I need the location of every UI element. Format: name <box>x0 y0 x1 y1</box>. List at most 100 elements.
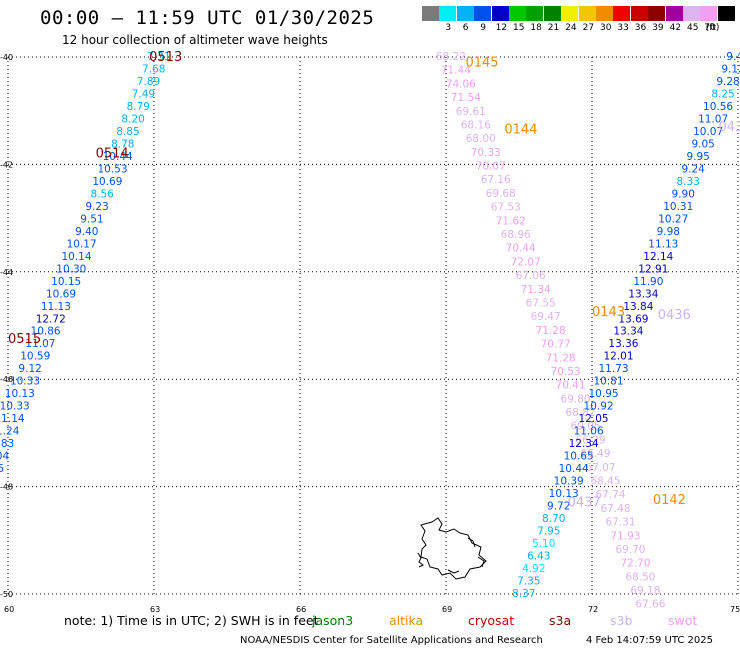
map-title: 00:00 — 11:59 UTC 01/30/2025 <box>40 7 375 29</box>
wave-height-value: 71.34 <box>521 284 551 296</box>
wave-height-value: 10.30 <box>56 263 86 275</box>
wave-height-value: 10.95 <box>589 388 619 400</box>
wave-height-value: 10.69 <box>46 288 76 300</box>
lon-tick-label: 69 <box>442 605 452 614</box>
colorbar-tick-label: 24 <box>565 23 577 33</box>
wave-height-value: 70.33 <box>471 147 501 159</box>
wave-height-value: 9.23 <box>85 201 108 213</box>
colorbar-tick-label: 45 <box>687 23 699 33</box>
wave-height-value: 11.06 <box>574 426 604 438</box>
wave-height-value: 69.68 <box>486 188 516 200</box>
footer-credit: NOAA/NESDIS Center for Satellite Applica… <box>240 635 543 646</box>
wave-height-value: 13.84 <box>623 301 653 313</box>
wave-height-value: 9.28 <box>716 76 739 88</box>
colorbar-swatch <box>474 6 492 21</box>
colorbar-swatch <box>648 6 666 21</box>
wave-height-value: 8.33 <box>677 176 700 188</box>
lat-tick-label: -50 <box>0 590 13 599</box>
legend-item-cryosat: cryosat <box>468 613 515 628</box>
wave-height-value: 68.82 <box>566 407 596 419</box>
wave-height-value: 68.00 <box>466 133 496 145</box>
wave-height-value: 68.22 <box>436 51 466 63</box>
colorbar-swatch <box>717 6 735 21</box>
graticule-grid <box>7 56 739 595</box>
colorbar-unit: (ft) <box>705 23 720 33</box>
lat-tick-label: -48 <box>0 483 13 492</box>
wave-height-value: 9.95 <box>686 151 709 163</box>
wave-height-value: 10.81 <box>593 376 623 388</box>
map-subtitle: 12 hour collection of altimeter wave hei… <box>62 33 328 47</box>
colorbar-tick-label: 70 <box>704 23 716 33</box>
wave-height-value: 71.28 <box>546 352 576 364</box>
wave-height-value: 9.51 <box>80 213 103 225</box>
wave-height-value: 71.62 <box>496 215 526 227</box>
colorbar-swatch <box>526 6 544 21</box>
wave-height-value: 5.10 <box>532 538 555 550</box>
colorbar-swatch <box>665 6 683 21</box>
wave-height-value: 11.24 <box>0 426 20 438</box>
pass-labels: 0513051405150516014501440143014204360435… <box>8 50 740 511</box>
wave-height-value: 13.34 <box>613 326 643 338</box>
wave-height-value: 7.89 <box>137 76 160 88</box>
wave-height-value: 10.44 <box>559 463 589 475</box>
colorbar-tick-label: 36 <box>634 23 647 33</box>
wave-height-value: 69.18 <box>630 585 660 597</box>
colorbar-tick-label: 42 <box>669 23 682 33</box>
wave-height-value: 10.39 <box>554 476 584 488</box>
island-outline <box>447 537 485 574</box>
wave-height-value: 9.05 <box>691 138 714 150</box>
wave-height-value: 9.12 <box>721 63 740 75</box>
wave-height-value: 7.95 <box>537 526 560 538</box>
wave-height-value: 12.14 <box>643 251 673 263</box>
wave-height-value: 10.13 <box>5 388 35 400</box>
colorbar-tick-label: 9 <box>480 23 486 33</box>
wave-height-value: 7.35 <box>517 576 540 588</box>
wave-height-value: 10.17 <box>67 238 97 250</box>
wave-height-value: 9.24 <box>681 163 705 175</box>
lon-tick-label: 63 <box>150 605 160 614</box>
wave-height-value: 13.36 <box>608 338 638 350</box>
axis-ticks: -40 -42 -44 -46 -48 -50 60 63 66 69 72 75 <box>0 53 740 614</box>
wave-height-value: 13.69 <box>618 313 648 325</box>
wave-height-value: 71.54 <box>451 92 481 104</box>
lon-tick-label: 72 <box>588 605 598 614</box>
wave-height-value: 11.07 <box>698 113 728 125</box>
wave-height-value: 4.92 <box>522 563 545 575</box>
colorbar-swatch <box>578 6 596 21</box>
wave-height-value: 67.07 <box>585 462 615 474</box>
colorbar-tick-label: 21 <box>547 23 560 33</box>
wave-height-value: 12.05 <box>579 413 609 425</box>
wave-height-value: 10.16 <box>0 463 4 475</box>
wave-height-value: 6.43 <box>527 551 550 563</box>
lon-tick-label: 75 <box>730 605 740 614</box>
wave-height-value: 66.49 <box>580 448 610 460</box>
kerguelen-island-outline <box>417 517 487 580</box>
wave-height-value: 10.15 <box>51 276 81 288</box>
colorbar-swatch <box>630 6 648 21</box>
wave-height-value: 8.85 <box>116 126 139 138</box>
wave-height-value: 12.91 <box>638 263 668 275</box>
pass-number-label: 0515 <box>8 332 41 347</box>
colorbar-swatch <box>456 6 474 21</box>
wave-height-value: 69.61 <box>456 106 486 118</box>
wave-height-value: 10.31 <box>663 201 693 213</box>
wave-height-value: 12.72 <box>36 313 66 325</box>
wave-height-value: 72.70 <box>620 558 650 570</box>
wave-height-value: 69.80 <box>561 393 591 405</box>
wave-height-value: 70.53 <box>551 366 581 378</box>
wave-height-value: 10.33 <box>0 401 30 413</box>
wave-height-value: 70.44 <box>506 243 536 255</box>
wave-height-labels: 7.317.687.897.498.798.208.858.7810.4410.… <box>0 51 740 611</box>
wave-height-value: 67.31 <box>605 517 635 529</box>
wave-height-value: 67.74 <box>595 489 625 501</box>
wave-height-value: 10.33 <box>10 376 40 388</box>
wave-height-value: 11.04 <box>0 451 9 463</box>
wave-height-value: 10.56 <box>703 101 733 113</box>
wave-height-value: 68.16 <box>461 119 491 131</box>
wave-height-value: 66.29 <box>576 434 606 446</box>
legend-item-s3a: s3a <box>549 613 572 628</box>
colorbar-swatch <box>543 6 561 21</box>
colorbar-tick-label: 6 <box>462 23 469 33</box>
wave-height-value: 11.73 <box>598 363 628 375</box>
